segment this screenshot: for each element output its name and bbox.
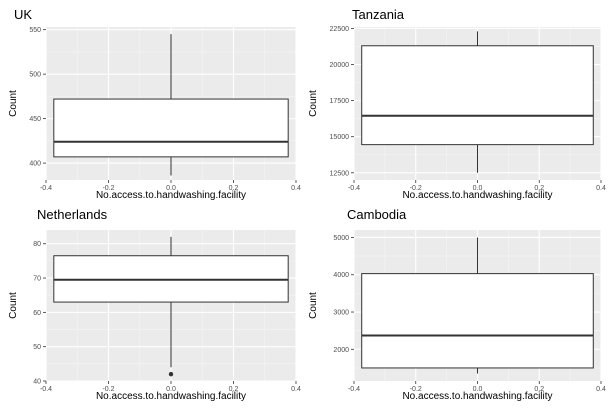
chart-title: Cambodia (347, 207, 407, 222)
x-tick-label: 0.0 (166, 185, 176, 192)
y-axis-label: Count (308, 90, 319, 117)
chart-title: Netherlands (37, 207, 108, 222)
x-tick-label: 0.2 (534, 386, 544, 393)
x-tick-label: 0.0 (473, 386, 483, 393)
x-tick-label: -0.4 (40, 386, 52, 393)
y-tick-label: 15000 (330, 134, 350, 141)
panel-uk: UK -0.4 -0.2 0.0 0.2 0.4 400 450 500 550 No.access… (8, 7, 301, 201)
y-tick-label: 400 (29, 161, 41, 168)
y-tick-label: 22500 (330, 26, 350, 33)
panel-tanzania: Tanzania -0.4 -0.2 0.0 0.2 0.4 12500 15000 17500… (308, 7, 606, 201)
y-tick-label: 450 (29, 116, 41, 123)
box-iqr (361, 273, 594, 369)
chart-title: UK (14, 7, 32, 22)
y-tick-label: 50 (33, 344, 41, 351)
y-tick-label: 4000 (333, 272, 349, 279)
x-tick-label: 0.4 (596, 185, 606, 192)
x-axis-label: No.access.to.handwashing.facility (96, 190, 246, 201)
y-tick-label: 80 (33, 241, 41, 248)
x-tick-label: 0.4 (291, 185, 301, 192)
y-tick-label: 60 (33, 310, 41, 317)
x-tick-label: -0.4 (348, 386, 360, 393)
panel-cambodia: Cambodia -0.4 -0.2 0.0 0.2 0.4 2000 3000 4000 500… (308, 207, 606, 402)
box-iqr (53, 98, 289, 158)
x-tick-label: 0.4 (291, 386, 301, 393)
x-tick-label: -0.2 (102, 386, 114, 393)
x-tick-label: 0.2 (229, 386, 239, 393)
chart-title: Tanzania (352, 7, 405, 22)
x-tick-label: -0.4 (348, 185, 360, 192)
y-tick-label: 3000 (333, 310, 349, 317)
y-tick-label: 2000 (333, 347, 349, 354)
y-tick-label: 5000 (333, 235, 349, 242)
x-tick-label: -0.2 (410, 185, 422, 192)
x-tick-label: 0.0 (473, 185, 483, 192)
x-tick-label: 0.2 (229, 185, 239, 192)
y-tick-label: 70 (33, 276, 41, 283)
box-iqr (361, 45, 594, 146)
x-axis-label: No.access.to.handwashing.facility (402, 391, 552, 402)
x-tick-label: 0.4 (596, 386, 606, 393)
y-axis-label: Count (308, 292, 319, 319)
x-tick-label: -0.2 (102, 185, 114, 192)
x-tick-label: -0.2 (410, 386, 422, 393)
y-axis-label: Count (8, 292, 19, 319)
panel-netherlands: Netherlands -0.4 -0.2 0.0 0.2 0.4 40 50 60 70 80 No… (8, 207, 301, 402)
y-tick-label: 40 (33, 379, 41, 386)
x-axis-label: No.access.to.handwashing.facility (402, 190, 552, 201)
y-axis-label: Count (8, 90, 19, 117)
x-tick-label: 0.2 (534, 185, 544, 192)
y-tick-label: 550 (29, 27, 41, 34)
x-tick-label: -0.4 (40, 185, 52, 192)
x-tick-label: 0.0 (166, 386, 176, 393)
outlier-point (168, 371, 174, 377)
y-tick-label: 17500 (330, 98, 350, 105)
y-tick-label: 12500 (330, 170, 350, 177)
y-tick-label: 20000 (330, 62, 350, 69)
y-tick-label: 500 (29, 72, 41, 79)
x-axis-label: No.access.to.handwashing.facility (96, 391, 246, 402)
